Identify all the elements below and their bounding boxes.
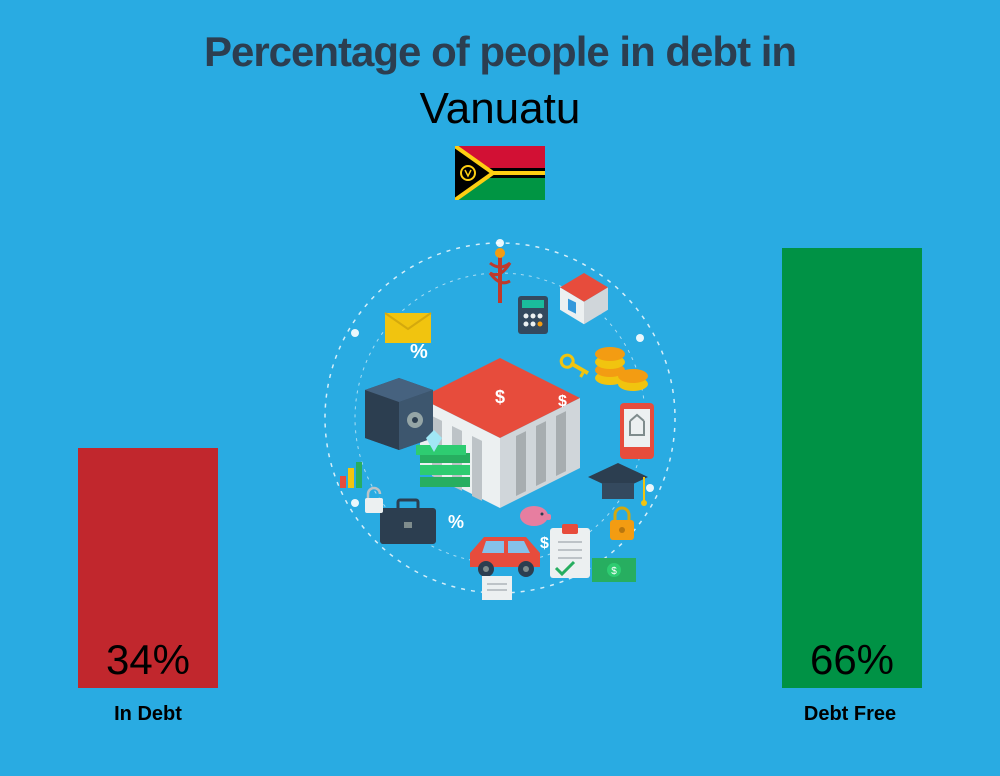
open-lock-icon	[365, 488, 383, 513]
house-icon	[560, 273, 608, 324]
svg-text:%: %	[410, 341, 428, 363]
vanuatu-flag-icon	[455, 146, 545, 200]
page-title-main: Percentage of people in debt in	[0, 28, 1000, 76]
coins-icon	[595, 347, 648, 391]
safe-icon	[365, 378, 433, 450]
padlock-icon	[610, 508, 634, 540]
bar-in-debt-label: In Debt	[78, 703, 218, 726]
money-stack-icon	[416, 445, 470, 487]
briefcase-icon	[380, 500, 436, 544]
svg-text:%: %	[448, 512, 464, 532]
finance-illustration-icon: $	[310, 228, 690, 608]
envelope-icon	[385, 313, 431, 343]
bar-in-debt-value: 34%	[106, 636, 190, 688]
page-title-sub: Vanuatu	[0, 84, 1000, 134]
svg-text:$: $	[558, 393, 567, 410]
mini-chart-icon	[340, 462, 362, 488]
svg-text:$: $	[611, 566, 617, 577]
calculator-icon	[518, 296, 548, 334]
cash-icon: $	[592, 558, 636, 582]
bar-debt-free-label: Debt Free	[770, 703, 930, 726]
car-icon	[470, 537, 540, 577]
bar-debt-free: 66%	[782, 248, 922, 688]
bar-debt-free-value: 66%	[810, 636, 894, 688]
phone-icon	[620, 403, 654, 459]
receipt-icon	[482, 576, 512, 600]
piggy-icon	[520, 506, 551, 526]
clipboard-icon	[550, 524, 590, 578]
svg-text:$: $	[540, 535, 549, 552]
key-icon	[559, 353, 591, 379]
svg-text:$: $	[495, 387, 505, 407]
caduceus-icon	[490, 248, 510, 303]
gradcap-icon	[588, 463, 648, 506]
bar-in-debt: 34%	[78, 448, 218, 688]
